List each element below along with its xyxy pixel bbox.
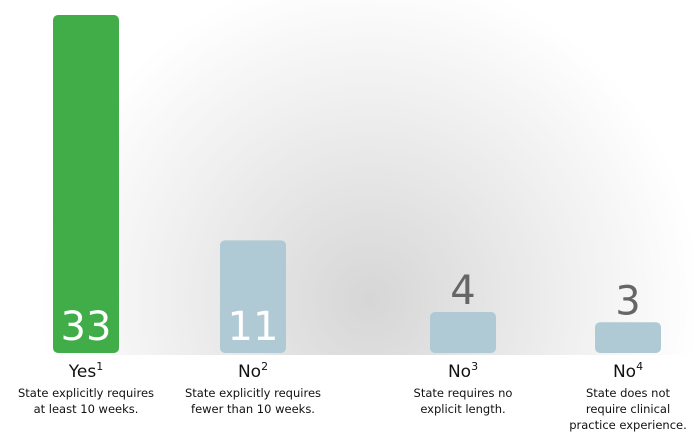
category-label: No2: [238, 360, 268, 382]
category-name: No: [238, 362, 261, 382]
footnote-mark: 1: [96, 360, 103, 373]
category-description: require clinical: [586, 402, 670, 416]
value-label: 33: [61, 304, 112, 350]
value-label: 11: [228, 304, 279, 350]
category-description: State explicitly requires: [185, 386, 321, 400]
category-label: No3: [448, 360, 478, 382]
category-label: Yes1: [68, 360, 103, 382]
category-name: No: [613, 362, 636, 382]
category-description: explicit length.: [420, 402, 505, 416]
bar: [53, 15, 119, 353]
bar: [595, 322, 661, 353]
category-description: fewer than 10 weeks.: [191, 402, 315, 416]
category-label: No4: [613, 360, 643, 382]
category-description: State does not: [586, 386, 670, 400]
category-name: No: [448, 362, 471, 382]
bar: [220, 240, 286, 353]
category-description: at least 10 weeks.: [34, 402, 139, 416]
category-description: State requires no: [414, 386, 513, 400]
footnote-mark: 2: [261, 360, 268, 373]
footnote-mark: 3: [471, 360, 478, 373]
bar: [430, 312, 496, 353]
footnote-mark: 4: [636, 360, 643, 373]
category-description: State explicitly requires: [18, 386, 154, 400]
category-name: Yes: [68, 362, 97, 382]
value-label: 4: [450, 268, 475, 314]
category-description: practice experience.: [569, 418, 687, 432]
value-label: 3: [615, 278, 640, 324]
